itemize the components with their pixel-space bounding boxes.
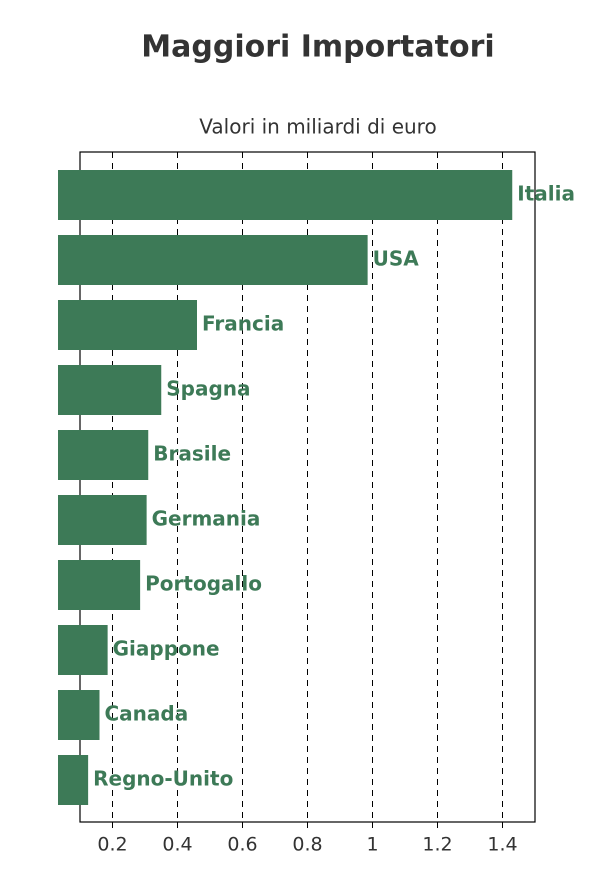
chart-subtitle: Valori in miliardi di euro xyxy=(199,115,436,139)
bar xyxy=(58,495,147,545)
x-tick-label: 0.2 xyxy=(97,834,127,856)
x-tick-label: 0.6 xyxy=(227,834,257,856)
bar-label: Brasile xyxy=(153,442,231,466)
bar-label: Germania xyxy=(152,507,261,531)
bar-label: Francia xyxy=(202,312,284,336)
x-tick-label: 0.8 xyxy=(292,834,322,856)
bar-label: Canada xyxy=(105,702,189,726)
x-tick-label: 0.4 xyxy=(162,834,192,856)
bar xyxy=(58,755,89,805)
bar-label: Giappone xyxy=(113,637,220,661)
chart-title: Maggiori Importatori xyxy=(141,30,494,65)
plot-frame xyxy=(79,151,536,823)
x-tick-label: 1 xyxy=(366,834,378,856)
x-tick-label: 1.4 xyxy=(487,834,517,856)
bar-label: Regno-Unito xyxy=(93,767,233,791)
bar xyxy=(58,560,141,610)
bar xyxy=(58,625,108,675)
bar xyxy=(58,170,513,220)
bar xyxy=(58,300,197,350)
bar xyxy=(58,690,100,740)
bar-label: USA xyxy=(373,247,420,271)
bar xyxy=(58,365,162,415)
bar xyxy=(58,430,149,480)
bar-label: Portogallo xyxy=(145,572,262,596)
bar-label: Spagna xyxy=(166,377,250,401)
x-tick-label: 1.2 xyxy=(422,834,452,856)
bar-label: Italia xyxy=(517,182,575,206)
bar xyxy=(58,235,368,285)
